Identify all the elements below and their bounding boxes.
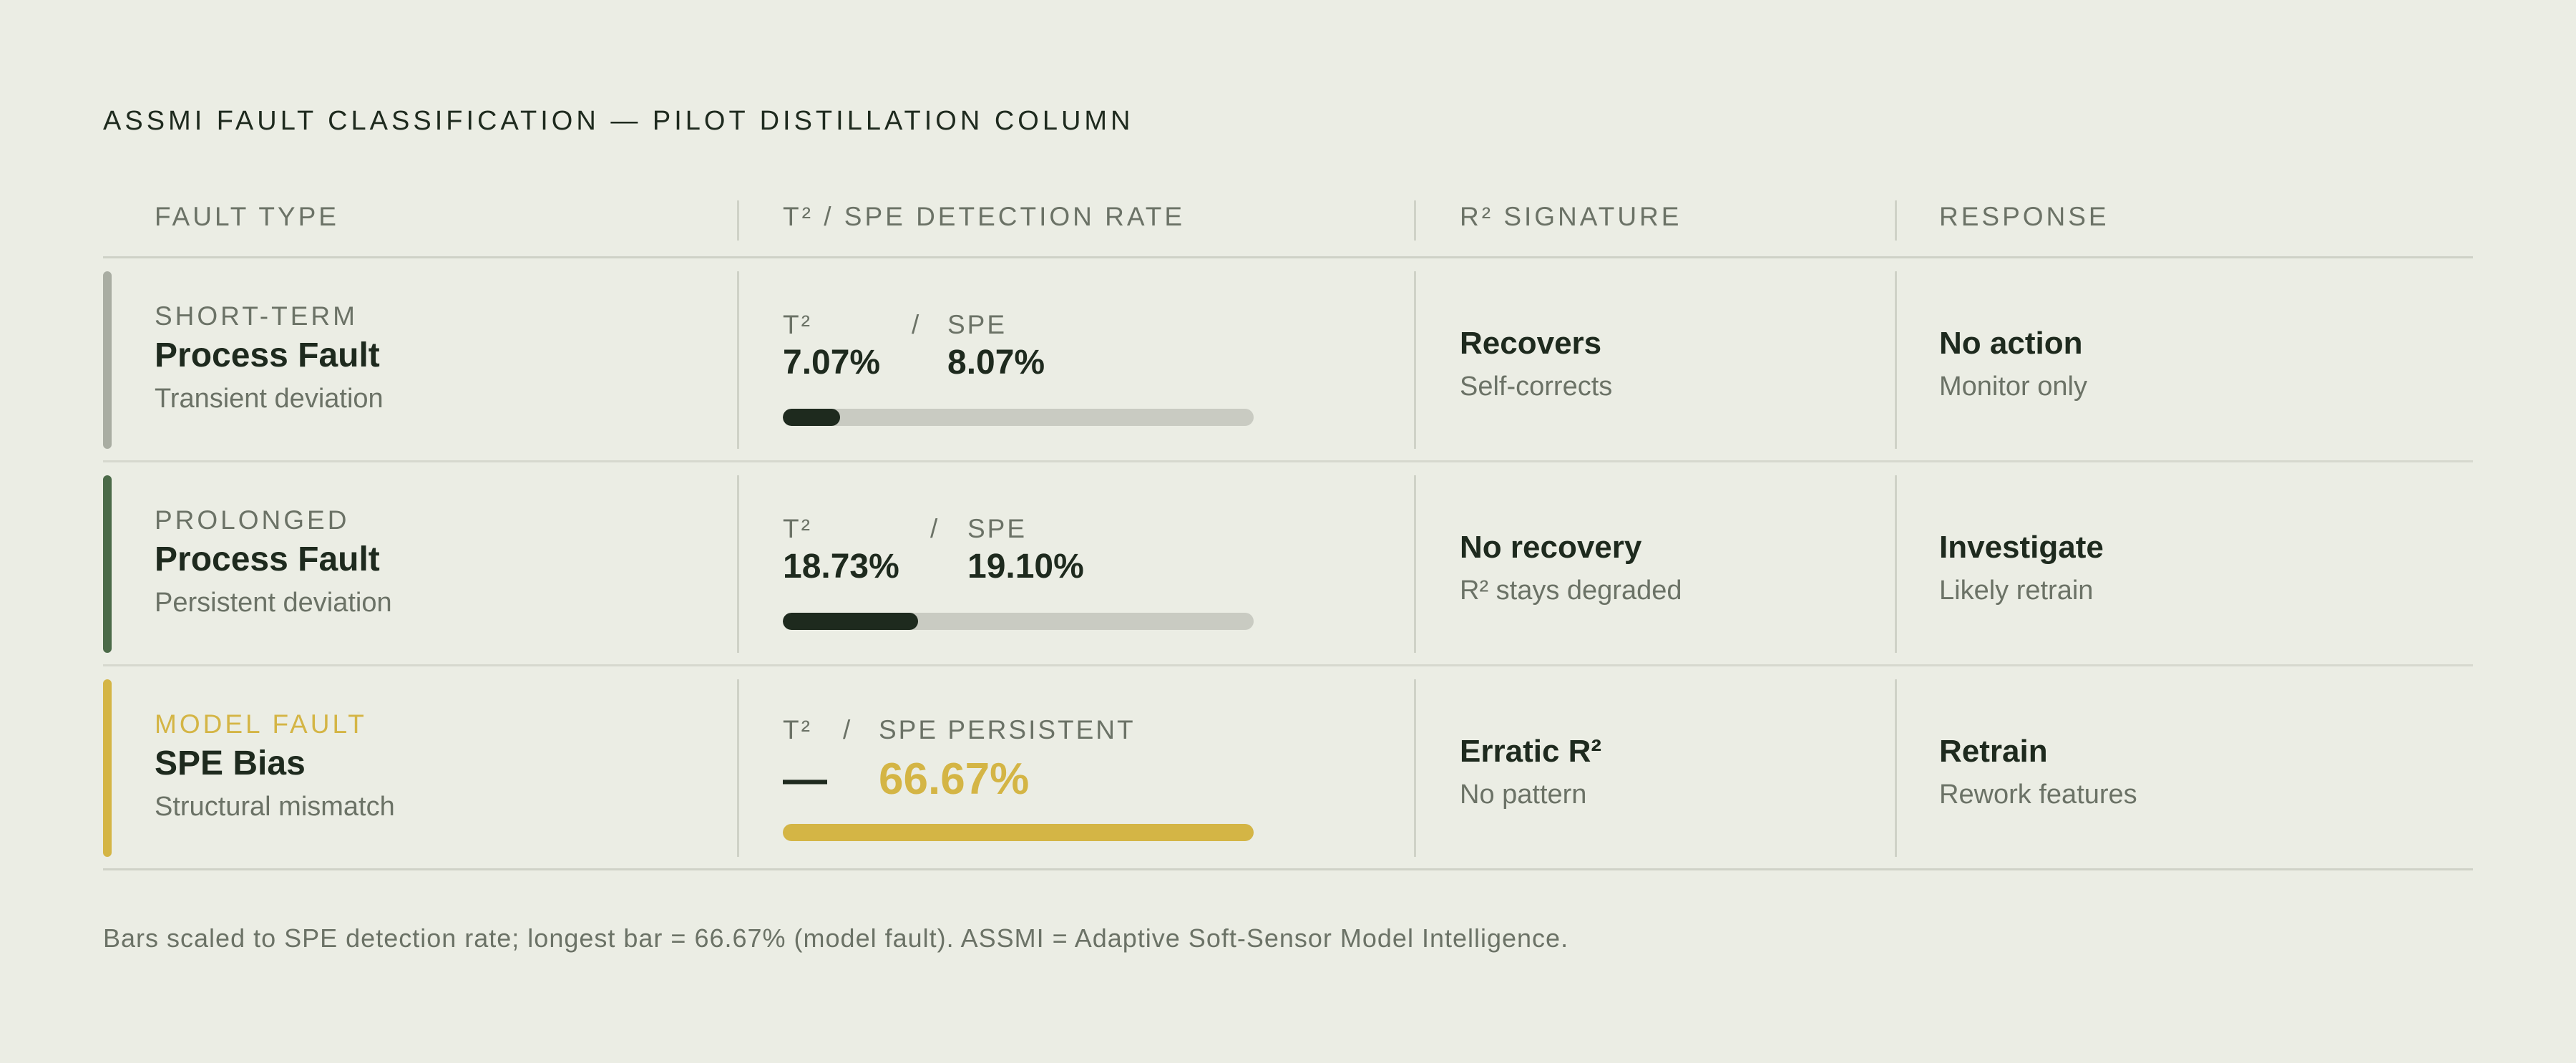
- page-title: ASSMI FAULT CLASSIFICATION — PILOT DISTI…: [103, 106, 1134, 136]
- detection-bar-fill: [783, 824, 1254, 841]
- column-divider: [737, 679, 739, 857]
- t2-label: T²: [783, 310, 812, 339]
- fault-type-cell: MODEL FAULT SPE Bias Structural mismatch: [155, 709, 395, 822]
- r2-signature: No recovery: [1460, 530, 1642, 565]
- response-detail: Monitor only: [1939, 372, 2087, 402]
- column-divider: [737, 271, 739, 449]
- header-detection-rate: T² / SPE DETECTION RATE: [783, 202, 1186, 231]
- column-divider: [1414, 679, 1416, 857]
- response-detail: Likely retrain: [1939, 576, 2094, 606]
- header-r2-signature: R² SIGNATURE: [1460, 202, 1682, 231]
- fault-kicker: MODEL FAULT: [155, 709, 367, 739]
- column-divider: [1414, 271, 1416, 449]
- fault-description: Persistent deviation: [155, 588, 392, 618]
- column-divider: [1414, 475, 1416, 653]
- fault-description: Structural mismatch: [155, 792, 395, 822]
- table-row: MODEL FAULT SPE Bias Structural mismatch…: [103, 666, 2473, 870]
- r2-signature-cell: Recovers Self-corrects: [1460, 326, 1612, 402]
- r2-signature-cell: No recovery R² stays degraded: [1460, 530, 1682, 606]
- response-action: No action: [1939, 326, 2083, 361]
- r2-signature: Recovers: [1460, 326, 1602, 361]
- detection-bar-track: [783, 824, 1254, 841]
- header-fault-type: FAULT TYPE: [155, 202, 339, 231]
- fault-type-cell: SHORT-TERM Process Fault Transient devia…: [155, 301, 384, 414]
- response-action: Investigate: [1939, 530, 2104, 565]
- row-accent-bar: [103, 475, 112, 653]
- r2-signature-detail: Self-corrects: [1460, 372, 1613, 402]
- r2-signature-cell: Erratic R² No pattern: [1460, 734, 1601, 810]
- row-accent-bar: [103, 271, 112, 449]
- spe-value: 8.07%: [947, 344, 1045, 382]
- detection-rate-cell: T² / SPE 7.07% 8.07%: [783, 310, 1398, 426]
- spe-value: 66.67%: [879, 754, 1030, 804]
- header-divider: [1414, 200, 1416, 241]
- response-cell: No action Monitor only: [1939, 326, 2087, 402]
- header-divider: [737, 200, 739, 241]
- fault-table: FAULT TYPE T² / SPE DETECTION RATE R² SI…: [103, 193, 2473, 870]
- column-divider: [737, 475, 739, 653]
- spe-value: 19.10%: [967, 548, 1084, 586]
- column-divider: [1895, 271, 1897, 449]
- fault-kicker: SHORT-TERM: [155, 301, 358, 331]
- r2-signature-detail: R² stays degraded: [1460, 576, 1682, 606]
- t2-label: T²: [783, 715, 812, 744]
- table-row: PROLONGED Process Fault Persistent devia…: [103, 462, 2473, 666]
- t2-value: 18.73%: [783, 548, 899, 586]
- t2-value: —: [783, 754, 827, 804]
- metric-separator: /: [930, 514, 940, 543]
- r2-signature-detail: No pattern: [1460, 780, 1587, 810]
- header-divider: [1895, 200, 1897, 241]
- r2-signature: Erratic R²: [1460, 734, 1602, 769]
- spe-label: SPE: [967, 514, 1028, 543]
- row-accent-bar: [103, 679, 112, 857]
- table-header: FAULT TYPE T² / SPE DETECTION RATE R² SI…: [103, 193, 2473, 258]
- table-row: SHORT-TERM Process Fault Transient devia…: [103, 258, 2473, 462]
- detection-bar-track: [783, 409, 1254, 426]
- detection-rate-cell: T² / SPE PERSISTENT — 66.67%: [783, 715, 1398, 841]
- response-action: Retrain: [1939, 734, 2048, 769]
- t2-value: 7.07%: [783, 344, 881, 382]
- fault-name: Process Fault: [155, 336, 380, 374]
- metric-separator: /: [912, 310, 922, 339]
- column-divider: [1895, 475, 1897, 653]
- fault-name: SPE Bias: [155, 744, 306, 782]
- footnote: Bars scaled to SPE detection rate; longe…: [103, 923, 1569, 953]
- detection-bar-track: [783, 613, 1254, 630]
- fault-type-cell: PROLONGED Process Fault Persistent devia…: [155, 505, 392, 618]
- response-detail: Rework features: [1939, 780, 2137, 810]
- response-cell: Retrain Rework features: [1939, 734, 2137, 810]
- response-cell: Investigate Likely retrain: [1939, 530, 2104, 606]
- column-divider: [1895, 679, 1897, 857]
- spe-label: SPE PERSISTENT: [879, 715, 1136, 744]
- fault-name: Process Fault: [155, 540, 380, 578]
- header-response: RESPONSE: [1939, 202, 2109, 231]
- fault-description: Transient deviation: [155, 384, 384, 414]
- fault-kicker: PROLONGED: [155, 505, 350, 535]
- detection-bar-fill: [783, 613, 918, 630]
- detection-rate-cell: T² / SPE 18.73% 19.10%: [783, 514, 1398, 630]
- detection-bar-fill: [783, 409, 840, 426]
- metric-separator: /: [843, 715, 853, 744]
- t2-label: T²: [783, 514, 812, 543]
- spe-label: SPE: [947, 310, 1008, 339]
